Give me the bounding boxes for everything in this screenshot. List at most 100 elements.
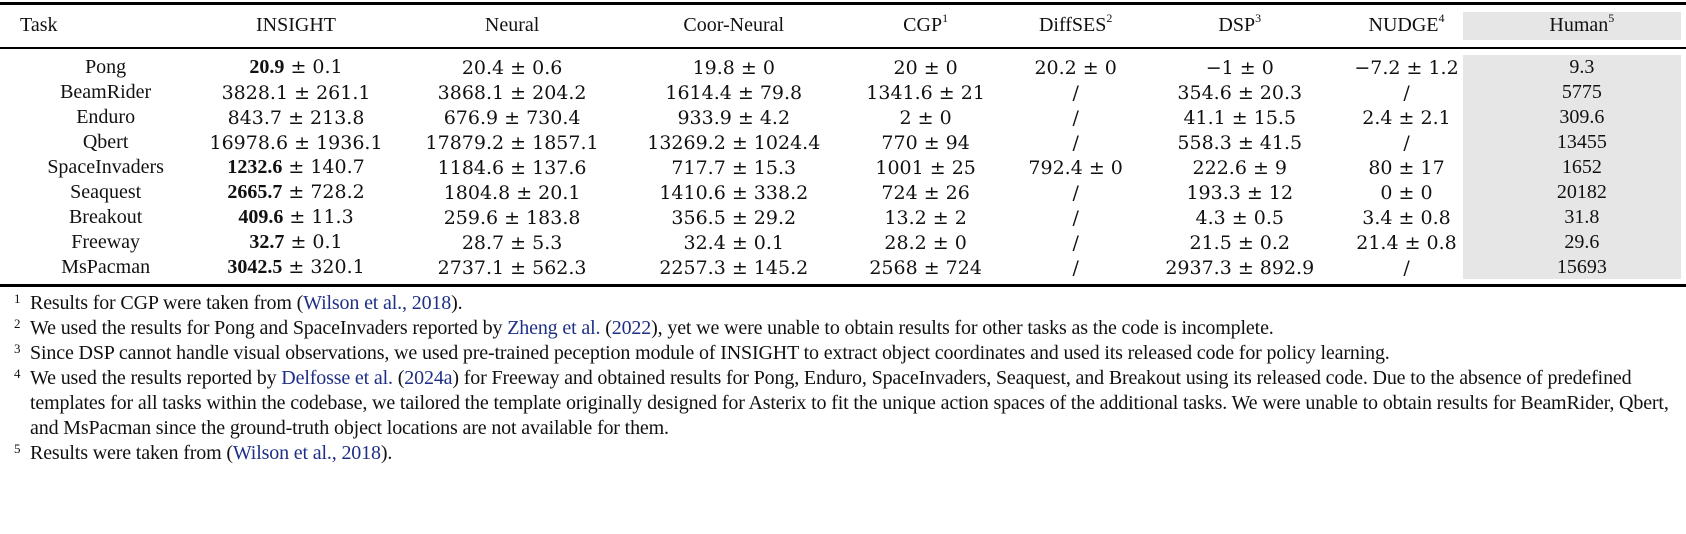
footnote-ref-3[interactable]: 3	[1255, 11, 1262, 25]
cell-dsp: −1 ± 0	[1205, 56, 1274, 79]
cell-human: 1652	[1561, 156, 1602, 178]
cell-diffses: /	[1072, 231, 1079, 254]
human-column-header-shade	[1463, 12, 1681, 40]
cell-human: 31.8	[1564, 206, 1600, 228]
citation-link[interactable]: Zheng et al.	[507, 317, 601, 339]
cell-coor-neural: 1410.6 ± 338.2	[659, 181, 809, 204]
col-header-diffses: DiffSES2	[1038, 11, 1113, 36]
best-score: 20.9	[249, 56, 285, 78]
cell-insight: 16978.6 ± 1936.1	[191, 130, 401, 155]
cell-human: 13455	[1556, 131, 1607, 153]
cell-nudge: 80 ± 17	[1368, 156, 1445, 179]
col-header-coor-neural: Coor-Neural	[683, 14, 785, 36]
citation-link[interactable]: Delfosse et al.	[281, 367, 393, 389]
human-column-body-shade	[1463, 55, 1681, 279]
cell-neural: 20.4 ± 0.6	[461, 56, 563, 79]
cell-dsp: 21.5 ± 0.2	[1189, 231, 1291, 254]
header-row: Task INSIGHT Neural Coor-Neural CGP1 Dif…	[0, 9, 1686, 42]
cell-diffses: 20.2 ± 0	[1034, 56, 1117, 79]
cell-dsp: 558.3 ± 41.5	[1177, 131, 1303, 154]
footnote-text-part: (	[600, 317, 612, 339]
cell-nudge: 3.4 ± 0.8	[1362, 206, 1451, 229]
cell-dsp: 41.1 ± 15.5	[1183, 106, 1297, 129]
footnote-mark: 3	[14, 341, 21, 356]
footnote-5: 5 Results were taken from (Wilson et al.,…	[14, 441, 1674, 466]
table-row: Breakout 409.6 ± 11.3 259.6 ± 183.8 356.5 ±…	[0, 205, 1686, 230]
table-body: Pong 20.9 ± 0.1 20.4 ± 0.6 19.8 ± 0 20 ± 0 20…	[0, 42, 1686, 280]
cell-dsp: 354.6 ± 20.3	[1177, 81, 1303, 104]
footnote-ref-5[interactable]: 5	[1608, 11, 1615, 25]
footnote-mark: 4	[14, 366, 21, 381]
cell-coor-neural: 933.9 ± 4.2	[677, 106, 791, 129]
footnote-2: 2 We used the results for Pong and SpaceI…	[14, 316, 1674, 341]
score-std: ± 11.3	[289, 206, 354, 228]
results-table: Task INSIGHT Neural Coor-Neural CGP1 Dif…	[0, 9, 1686, 280]
table-row: Freeway 32.7 ± 0.1 28.7 ± 5.3 32.4 ± 0.1 28.…	[0, 230, 1686, 255]
score-mean: 16978.6	[209, 131, 289, 154]
cell-task: SpaceInvaders	[47, 156, 164, 178]
footnote-text-part: (	[392, 367, 405, 389]
best-score: 1232.6	[227, 156, 283, 178]
score-std: ± 728.2	[288, 181, 365, 203]
score-std: ± 320.1	[288, 256, 365, 278]
best-score: 32.7	[249, 231, 285, 253]
cell-human: 29.6	[1564, 231, 1600, 253]
citation-link[interactable]: Wilson et al., 2018	[232, 442, 381, 464]
cell-nudge: 0 ± 0	[1380, 181, 1433, 204]
footnote-text: We used the results for Pong and SpaceIn…	[30, 317, 1274, 339]
citation-link[interactable]: 2024a	[404, 367, 453, 389]
cell-human: 20182	[1556, 181, 1607, 203]
cell-diffses: 792.4 ± 0	[1028, 156, 1123, 179]
citation-link[interactable]: 2022	[611, 317, 652, 339]
cell-neural: 259.6 ± 183.8	[443, 206, 581, 229]
table-header-rule	[0, 47, 1686, 49]
table-top-rule	[0, 2, 1686, 5]
table-bottom-rule	[0, 284, 1686, 287]
footnote-ref-1[interactable]: 1	[942, 11, 949, 25]
cell-insight: 1232.6 ± 140.7	[191, 155, 401, 180]
footnote-text-part: We used the results reported by	[30, 367, 282, 389]
score-std: ± 140.7	[288, 156, 365, 178]
cell-task: Pong	[85, 56, 127, 78]
cell-diffses: /	[1072, 131, 1079, 154]
footnote-text: Results for CGP were taken from (Wilson …	[30, 292, 463, 314]
cell-insight: 3042.5 ± 320.1	[191, 255, 401, 280]
cell-insight: 2665.7 ± 728.2	[191, 180, 401, 205]
table-row: BeamRider 3828.1 ± 261.1 3868.1 ± 204.2 161…	[0, 80, 1686, 105]
footnote-text-part: ).	[380, 442, 393, 464]
footnote-text: Since DSP cannot handle visual observati…	[30, 342, 1390, 364]
score-mean: 843.7	[227, 106, 283, 129]
footnote-text-part: ).	[451, 292, 463, 314]
footnote-text-part: We used the results for Pong and SpaceIn…	[30, 317, 508, 339]
score-std: ± 0.1	[290, 56, 343, 78]
cell-dsp: 222.6 ± 9	[1192, 156, 1287, 179]
cell-diffses: /	[1072, 106, 1079, 129]
footnote-text: Results were taken from (Wilson et al., …	[30, 442, 392, 464]
score-std: ± 213.8	[288, 106, 365, 129]
best-score: 409.6	[238, 206, 284, 228]
footnote-ref-4[interactable]: 4	[1438, 11, 1445, 25]
table-row: Enduro 843.7 ± 213.8 676.9 ± 730.4 933.9 ± …	[0, 105, 1686, 130]
footnote-text-part: Results were taken from (	[30, 442, 233, 464]
cell-nudge: /	[1403, 81, 1410, 104]
cell-neural: 2737.1 ± 562.3	[437, 256, 587, 279]
cell-coor-neural: 717.7 ± 15.3	[671, 156, 797, 179]
cell-human: 9.3	[1569, 56, 1595, 78]
best-score: 3042.5	[227, 256, 283, 278]
col-header-dsp: DSP3	[1218, 11, 1262, 36]
cell-coor-neural: 1614.4 ± 79.8	[665, 81, 803, 104]
cell-cgp: 13.2 ± 2	[884, 206, 967, 229]
score-std: ± 261.1	[294, 81, 371, 104]
cell-cgp: 724 ± 26	[881, 181, 970, 204]
table-row: Seaquest 2665.7 ± 728.2 1804.8 ± 20.1 1410.…	[0, 180, 1686, 205]
cell-nudge: /	[1403, 131, 1410, 154]
citation-link[interactable]: Wilson et al., 2018	[303, 292, 452, 314]
col-header-insight: INSIGHT	[256, 14, 337, 36]
col-header-nudge: NUDGE4	[1368, 11, 1445, 36]
cell-dsp: 4.3 ± 0.5	[1195, 206, 1284, 229]
footnote-ref-2[interactable]: 2	[1106, 11, 1113, 25]
cell-cgp: 20 ± 0	[893, 56, 958, 79]
cell-cgp: 1001 ± 25	[875, 156, 976, 179]
cell-neural: 17879.2 ± 1857.1	[425, 131, 599, 154]
cell-nudge: /	[1403, 256, 1410, 279]
